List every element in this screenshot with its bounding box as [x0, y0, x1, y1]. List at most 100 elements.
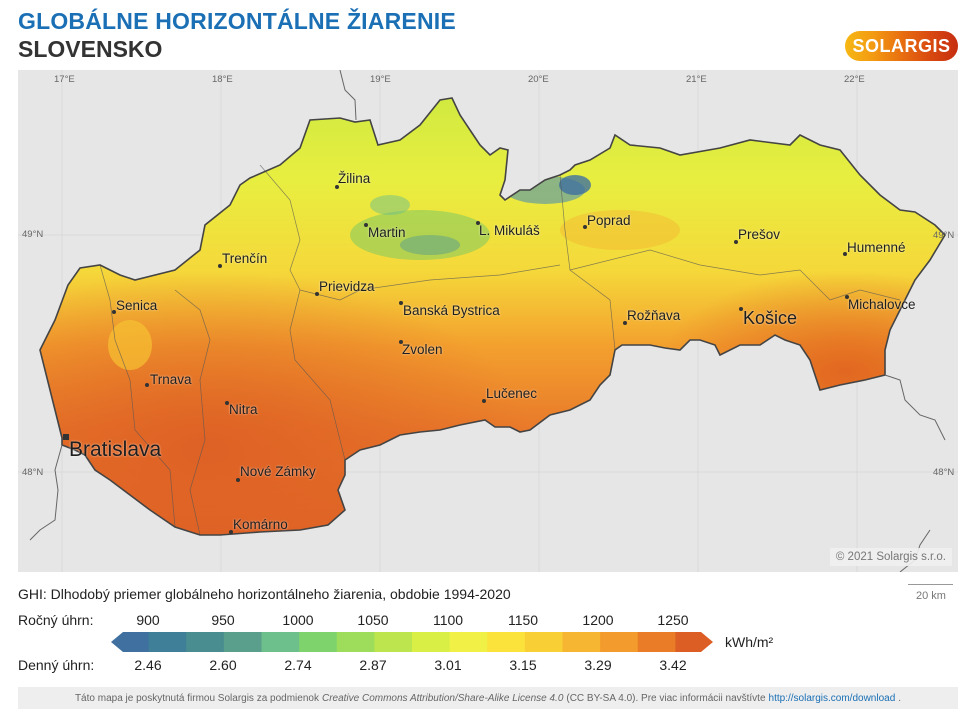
- legend-color-segment: [223, 632, 262, 652]
- city-marker-poprad: [583, 225, 587, 229]
- legend-color-segment: [524, 632, 563, 652]
- map-area: 17°E 18°E 19°E 20°E 21°E 22°E 49°N 49°N …: [18, 70, 958, 572]
- city-marker-nove-zamky: [236, 478, 240, 482]
- logo-text: SOLARGIS: [852, 35, 951, 56]
- legend-color-segment: [637, 632, 676, 652]
- city-label-kosice: Košice: [743, 308, 798, 328]
- map-subtitle: SLOVENSKO: [18, 36, 163, 62]
- legend-color-segment: [186, 632, 225, 652]
- city-marker-bratislava: [63, 434, 69, 440]
- lat-label-49-left: 49°N: [22, 229, 44, 240]
- daily-tick: 2.60: [209, 657, 237, 673]
- city-marker-lucenec: [482, 399, 486, 403]
- city-marker-l-mikulas: [476, 221, 480, 225]
- legend-color-segment: [675, 632, 713, 652]
- city-label-trencin: Trenčín: [222, 251, 268, 266]
- footer-text-after: (CC BY-SA 4.0). Pre viac informácii navš…: [566, 692, 766, 704]
- map-canvas: [18, 70, 958, 572]
- legend-color-segment: [374, 632, 413, 652]
- city-marker-presov: [734, 240, 738, 244]
- annual-tick: 1050: [357, 612, 389, 628]
- download-link[interactable]: http://solargis.com/download: [768, 692, 896, 704]
- daily-tick: 2.46: [134, 657, 162, 673]
- annual-sum-label: Ročný úhrn:: [18, 612, 94, 628]
- city-marker-roznava: [623, 321, 627, 325]
- city-label-komarno: Komárno: [233, 517, 288, 532]
- city-label-trnava: Trnava: [150, 372, 192, 387]
- city-label-bratislava: Bratislava: [69, 438, 162, 461]
- city-label-nitra: Nitra: [229, 402, 258, 417]
- annual-tick: 1150: [507, 612, 539, 628]
- city-label-zvolen: Zvolen: [402, 342, 443, 357]
- city-marker-komarno: [229, 530, 233, 534]
- legend-color-segment: [487, 632, 526, 652]
- annual-tick: 900: [136, 612, 160, 628]
- lon-label-21: 21°E: [686, 74, 707, 85]
- city-marker-trnava: [145, 383, 149, 387]
- solargis-logo: SOLARGIS: [845, 31, 958, 61]
- city-label-banska-bystrica: Banská Bystrica: [403, 303, 500, 318]
- legend-color-segment: [412, 632, 451, 652]
- city-marker-kosice: [739, 307, 743, 311]
- annual-tick: 950: [211, 612, 235, 628]
- footer-license: Creative Commons Attribution/Share-Alike…: [321, 692, 564, 704]
- daily-tick: 3.15: [509, 657, 537, 673]
- city-label-lucenec: Lučenec: [486, 386, 538, 401]
- daily-tick: 3.29: [584, 657, 612, 673]
- city-marker-banska-bystrica: [399, 301, 403, 305]
- annual-tick: 1100: [432, 612, 464, 628]
- lon-label-22: 22°E: [844, 74, 865, 85]
- annual-tick: 1250: [657, 612, 689, 628]
- lat-label-49-right: 49°N: [933, 230, 955, 241]
- legend-color-segment: [111, 632, 150, 652]
- map-title: GLOBÁLNE HORIZONTÁLNE ŽIARENIE: [18, 8, 456, 34]
- city-marker-martin: [364, 223, 368, 227]
- city-marker-humenne: [843, 252, 847, 256]
- city-label-poprad: Poprad: [587, 213, 631, 228]
- daily-tick: 3.42: [659, 657, 687, 673]
- legend-description: GHI: Dlhodobý priemer globálneho horizon…: [18, 586, 511, 602]
- lat-label-48-left: 48°N: [22, 467, 44, 478]
- legend-color-segment: [562, 632, 601, 652]
- license-footer: Táto mapa je poskytnutá firmou Solargis …: [18, 687, 958, 709]
- city-label-zilina: Žilina: [338, 171, 371, 186]
- city-marker-senica: [112, 310, 116, 314]
- city-label-l-mikulas: L. Mikuláš: [479, 223, 540, 238]
- lon-label-19: 19°E: [370, 74, 391, 85]
- legend-color-segment: [449, 632, 488, 652]
- daily-tick: 3.01: [434, 657, 462, 673]
- city-marker-zilina: [335, 185, 339, 189]
- annual-tick: 1000: [282, 612, 314, 628]
- scale-bar: [908, 584, 953, 585]
- city-label-nove-zamky: Nové Zámky: [240, 464, 316, 479]
- legend-color-segment: [261, 632, 300, 652]
- lon-label-20: 20°E: [528, 74, 549, 85]
- legend-color-segment: [600, 632, 639, 652]
- city-label-senica: Senica: [116, 298, 158, 313]
- lat-label-48-right: 48°N: [933, 467, 955, 478]
- lon-label-18: 18°E: [212, 74, 233, 85]
- city-marker-zvolen: [399, 340, 403, 344]
- copyright-notice: © 2021 Solargis s.r.o.: [829, 548, 952, 566]
- legend-color-segment: [336, 632, 375, 652]
- city-marker-michalovce: [845, 295, 849, 299]
- lon-label-17: 17°E: [54, 74, 75, 85]
- daily-tick: 2.87: [359, 657, 387, 673]
- daily-tick: 2.74: [284, 657, 312, 673]
- footer-text: Táto mapa je poskytnutá firmou Solargis …: [74, 692, 319, 704]
- city-marker-nitra: [225, 401, 229, 405]
- city-label-michalovce: Michalovce: [848, 297, 916, 312]
- color-scale-bar: [111, 632, 713, 652]
- footer-end: .: [898, 692, 902, 704]
- city-label-martin: Martin: [368, 225, 406, 240]
- city-label-presov: Prešov: [738, 227, 781, 242]
- annual-tick: 1200: [582, 612, 614, 628]
- city-marker-prievidza: [315, 292, 319, 296]
- legend-color-segment: [148, 632, 187, 652]
- daily-sum-label: Denný úhrn:: [18, 657, 95, 673]
- scale-label: 20 km: [916, 590, 946, 602]
- country-border: [39, 97, 947, 536]
- city-label-humenne: Humenné: [847, 240, 906, 255]
- unit-label: kWh/m²: [725, 634, 774, 650]
- legend-color-segment: [299, 632, 338, 652]
